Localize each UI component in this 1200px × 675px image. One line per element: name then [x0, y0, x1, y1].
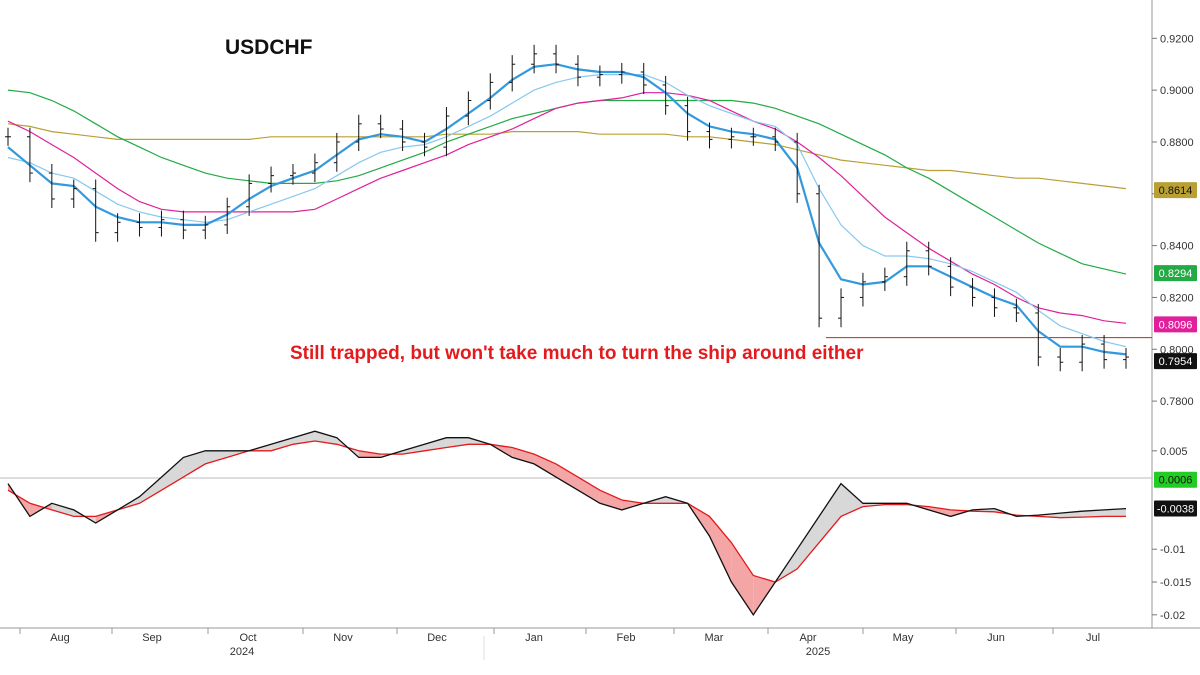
oscillator-fill-segment	[205, 450, 228, 464]
value-badge	[1154, 316, 1197, 333]
year-label: 2025	[806, 646, 830, 658]
value-badge	[1154, 265, 1197, 282]
oscillator-fill-segment	[51, 503, 74, 517]
value-badge-label: 0.0006	[1159, 475, 1193, 487]
oscillator-fill-segment	[314, 431, 337, 445]
month-label: Jul	[1086, 632, 1100, 644]
month-label: Aug	[50, 632, 70, 644]
month-label: May	[893, 632, 914, 644]
month-label: Nov	[333, 632, 353, 644]
oscillator-fill-segment	[928, 506, 951, 517]
month-label: Jun	[987, 632, 1005, 644]
month-label: Oct	[239, 632, 256, 644]
oscillator-tick-label: -0.015	[1160, 577, 1191, 589]
price-tick-label: 0.7800	[1160, 396, 1194, 408]
oscillator-fill-segment	[1104, 508, 1126, 517]
month-label: Apr	[799, 632, 816, 644]
value-badge	[1154, 500, 1197, 517]
chart-annotation: Still trapped, but won't take much to tu…	[290, 343, 864, 364]
oscillator-fill-segment	[183, 450, 206, 478]
price-tick-label: 0.8800	[1160, 137, 1194, 149]
time-axis: Aug Sep Oct Nov Dec Jan Feb Mar Apr May Jun Jul 2024…	[19, 628, 1100, 658]
oscillator-tick-label: -0.02	[1160, 610, 1185, 622]
oscillator-fill-segment	[293, 431, 315, 445]
series-ma-mid-line	[7, 92, 1127, 324]
value-badge-label: 0.8294	[1159, 268, 1193, 280]
oscillator-fill-segment	[753, 575, 776, 615]
value-badge-label: -0.0038	[1157, 504, 1194, 516]
oscillator-tick-label: -0.01	[1160, 544, 1185, 556]
oscillator-fill-segment	[139, 477, 162, 504]
value-badge	[1154, 471, 1197, 488]
month-label: Jan	[525, 632, 543, 644]
value-badge	[1154, 182, 1197, 199]
oscillator-fill-segment	[731, 542, 754, 615]
value-badges: 0.8614 0.8294 0.8096 0.7954 0.0006 -0.0038	[1154, 182, 1197, 517]
oscillator-fill-segment	[424, 437, 447, 451]
oscillator-macd-line	[7, 430, 1127, 616]
month-label: Mar	[705, 632, 724, 644]
series-ema-fast-line	[7, 63, 1127, 356]
value-badge-label: 0.8096	[1159, 319, 1193, 331]
oscillator-fill-segment	[1082, 509, 1105, 518]
oscillator-fill-segment	[271, 437, 293, 451]
price-tick-label: 0.9000	[1160, 85, 1194, 97]
oscillator-tick-label: 0.005	[1160, 446, 1188, 458]
series-ma-longest-line	[7, 123, 1127, 190]
series-ema-slow-line	[7, 74, 1127, 348]
oscillator-fill-segment	[709, 516, 732, 582]
oscillator-fill-segment	[161, 457, 184, 491]
oscillator-fill-segment	[556, 463, 578, 491]
chart-title: USDCHF	[225, 36, 313, 59]
value-badge	[1154, 353, 1197, 370]
year-label: 2024	[230, 646, 254, 658]
oscillator-series-group	[7, 430, 1127, 616]
oscillator-fill-segment	[512, 447, 535, 464]
month-label: Feb	[617, 632, 636, 644]
oscillator-axis: 0.005 -0.01 -0.015 -0.02	[1152, 446, 1191, 622]
price-tick-label: 0.8200	[1160, 292, 1194, 304]
oscillator-fill-segment	[841, 483, 863, 517]
oscillator-fill-segment	[819, 483, 841, 543]
oscillator-fill-segment	[599, 490, 622, 510]
oscillator-fill-segment	[534, 454, 556, 478]
oscillator-fill-segment	[358, 450, 381, 458]
value-badge-label: 0.8614	[1159, 185, 1193, 197]
value-badge-label: 0.7954	[1159, 356, 1193, 368]
oscillator-signal-line	[7, 440, 1126, 583]
price-series-group	[5, 44, 1129, 372]
oscillator-fill-segment	[402, 444, 425, 455]
month-label: Dec	[427, 632, 447, 644]
oscillator-fill-segment	[578, 477, 600, 504]
oscillator-fill-segment	[797, 516, 820, 569]
price-tick-label: 0.9200	[1160, 33, 1194, 45]
price-tick-label: 0.8400	[1160, 241, 1194, 253]
month-label: Sep	[142, 632, 162, 644]
